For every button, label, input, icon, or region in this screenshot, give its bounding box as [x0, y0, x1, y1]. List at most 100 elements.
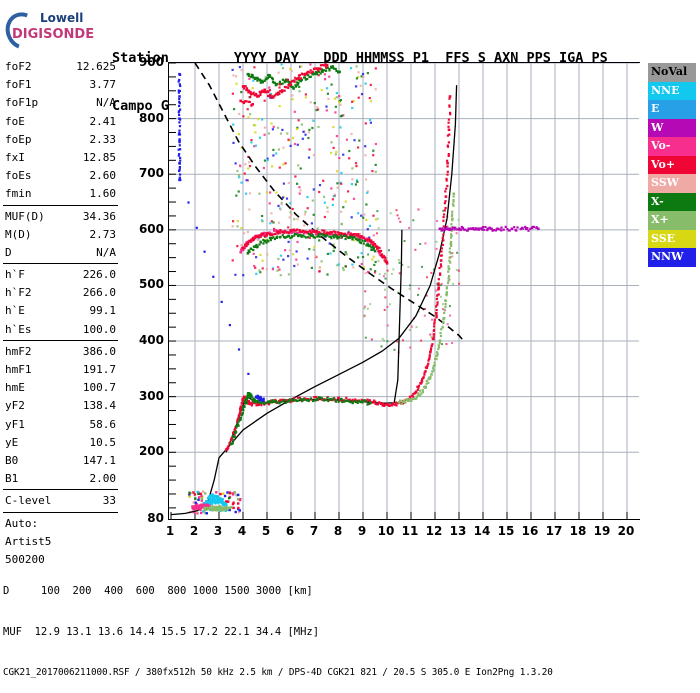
legend-item-sse[interactable]: SSE	[648, 229, 696, 248]
data-point	[448, 247, 451, 250]
noise-point	[360, 75, 363, 78]
noise-point	[364, 82, 367, 85]
legend-item-e[interactable]: E	[648, 100, 696, 119]
data-point	[283, 79, 286, 82]
data-point	[421, 389, 424, 392]
noise-point	[388, 249, 390, 252]
noise-point	[280, 63, 283, 66]
data-point	[268, 401, 271, 404]
x-axis-frequency-mhz: 1 2 3 4 5 6 7 8 9 10 11 12 13 14 15 16 17 18 19 20	[166, 524, 648, 542]
noise-point	[296, 126, 299, 129]
data-point	[433, 361, 436, 364]
data-point	[267, 95, 270, 98]
noise-point	[240, 181, 243, 184]
noise-point	[296, 263, 299, 266]
data-point	[281, 398, 284, 401]
param-key: hmF2	[5, 344, 32, 358]
data-point	[378, 246, 381, 249]
param-key: h`E	[5, 304, 25, 318]
data-point	[307, 71, 310, 74]
noise-point	[292, 253, 295, 256]
data-point	[451, 213, 454, 216]
noise-point	[303, 213, 307, 216]
noise-point	[306, 196, 309, 199]
noise-point	[286, 132, 289, 135]
data-point	[437, 284, 440, 287]
noise-point	[355, 179, 359, 182]
noise-point	[199, 492, 202, 495]
noise-point	[275, 191, 278, 194]
legend-item-vo[interactable]: Vo-	[648, 137, 696, 156]
noise-point	[291, 207, 294, 211]
noise-point	[340, 210, 343, 213]
data-point	[217, 502, 220, 505]
data-point	[345, 399, 348, 402]
noise-point	[397, 259, 400, 261]
data-point	[291, 235, 294, 238]
noise-point	[247, 167, 250, 170]
data-point	[385, 260, 389, 263]
data-point	[417, 386, 420, 389]
data-point	[246, 394, 249, 397]
legend-item-x[interactable]: X+	[648, 211, 696, 230]
noise-point	[368, 224, 371, 227]
data-point	[255, 92, 258, 95]
logo-digisonde-text: DIGISONDE	[12, 27, 95, 42]
param-key: foF2	[5, 60, 32, 73]
data-point	[445, 286, 448, 289]
noise-point	[371, 258, 374, 261]
legend-item-ssw[interactable]: SSW	[648, 174, 696, 193]
param-key: yF1	[5, 417, 25, 431]
noise-point	[235, 194, 238, 197]
data-point	[323, 229, 326, 232]
data-point	[312, 236, 315, 239]
noise-point	[245, 179, 248, 182]
noise-point	[231, 502, 235, 506]
data-point	[358, 241, 361, 244]
noise-point	[200, 511, 203, 515]
noise-point	[386, 324, 389, 327]
legend-item-nnw[interactable]: NNW	[648, 248, 696, 267]
data-point	[279, 398, 282, 401]
noise-point	[439, 284, 442, 287]
legend-item-vo[interactable]: Vo+	[648, 155, 696, 174]
doppler-direction-legend[interactable]: NoVal NNE E W Vo- Vo+ SSW X- X+ SSE NNW	[648, 63, 696, 267]
noise-point	[298, 90, 301, 93]
data-point	[285, 78, 288, 82]
noise-point	[397, 291, 400, 294]
data-point	[272, 236, 275, 239]
noise-point	[223, 494, 227, 498]
noise-point	[356, 180, 359, 183]
noise-point	[293, 218, 296, 221]
data-point	[260, 398, 263, 401]
noise-point	[355, 65, 358, 68]
data-point	[178, 121, 181, 124]
data-point	[319, 396, 322, 399]
noise-point	[263, 99, 266, 102]
ionogram-plot[interactable]	[168, 62, 640, 520]
data-point	[432, 369, 435, 372]
noise-point	[350, 132, 353, 136]
noise-point	[291, 136, 295, 140]
noise-point	[259, 253, 262, 256]
legend-item-w[interactable]: W	[648, 118, 696, 137]
noise-point	[317, 125, 320, 128]
data-point	[297, 231, 300, 234]
noise-point	[308, 236, 311, 239]
data-point	[252, 91, 255, 94]
data-point	[354, 400, 357, 404]
data-point	[383, 404, 386, 407]
legend-item-nne[interactable]: NNE	[648, 81, 696, 100]
data-point	[354, 398, 357, 401]
noise-point	[349, 67, 353, 70]
data-point	[372, 247, 375, 250]
legend-item-x[interactable]: X-	[648, 192, 696, 211]
data-point	[329, 397, 332, 401]
param-value: 99.1	[89, 304, 117, 318]
data-point	[250, 404, 253, 407]
noise-point	[342, 268, 345, 272]
legend-item-noval[interactable]: NoVal	[648, 63, 696, 82]
param-key: foE	[5, 114, 25, 128]
noise-point	[278, 268, 281, 271]
noise-point	[281, 67, 285, 70]
